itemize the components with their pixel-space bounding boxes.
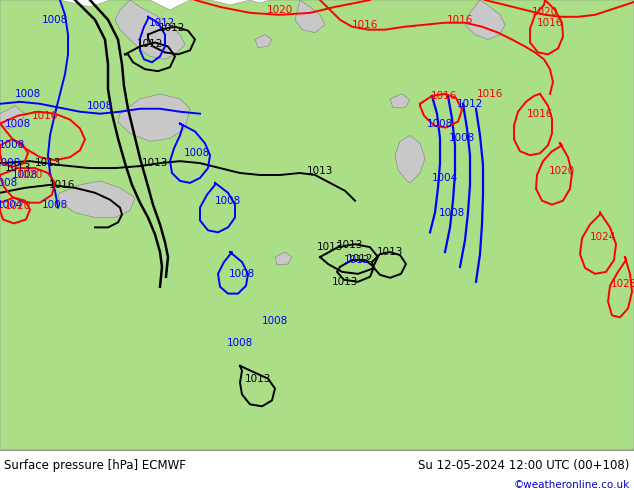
Text: 1013: 1013 [332,277,358,287]
Text: 1013: 1013 [317,242,343,252]
Text: 1020: 1020 [267,5,293,15]
Text: 1013: 1013 [142,158,168,168]
Polygon shape [390,94,410,108]
Polygon shape [395,135,425,183]
Text: 1016: 1016 [49,180,75,190]
Text: 1008: 1008 [0,178,18,188]
Text: 1008: 1008 [229,269,255,279]
Text: 1012: 1012 [344,255,370,265]
Text: 1016: 1016 [32,111,58,121]
Text: 1008: 1008 [5,119,31,128]
Text: 1008: 1008 [0,158,21,168]
Text: 1013: 1013 [35,158,61,168]
Text: 1020: 1020 [532,7,558,17]
Text: 1012: 1012 [137,40,163,49]
Text: 1012: 1012 [149,18,175,28]
Text: 1008: 1008 [439,208,465,218]
Text: 1008: 1008 [449,133,475,144]
Text: 1008: 1008 [262,317,288,326]
Text: 1012: 1012 [457,99,483,109]
Text: 1028: 1028 [611,279,634,289]
Text: 1008: 1008 [42,15,68,25]
Text: 1008: 1008 [15,89,41,99]
Text: 1016: 1016 [537,18,563,28]
Text: 1013: 1013 [5,163,31,173]
Polygon shape [295,0,325,33]
Text: 1020: 1020 [549,166,575,176]
Polygon shape [0,106,25,128]
Text: 1016: 1016 [447,15,473,25]
Text: 1012: 1012 [347,254,373,264]
Text: Surface pressure [hPa] ECMWF: Surface pressure [hPa] ECMWF [4,459,186,471]
Text: 1004: 1004 [0,199,23,210]
Text: 1008: 1008 [42,199,68,210]
Polygon shape [118,94,190,142]
Text: 1004: 1004 [432,173,458,183]
Polygon shape [275,252,292,265]
Text: 1008: 1008 [215,196,241,206]
Text: 1013: 1013 [245,374,271,384]
Polygon shape [58,181,135,218]
Text: 1024: 1024 [590,232,616,242]
Text: 1016: 1016 [527,109,553,119]
Text: 1008: 1008 [184,148,210,158]
Text: 1008: 1008 [227,338,253,348]
Text: 1013: 1013 [377,247,403,257]
Text: 1013: 1013 [307,166,333,176]
Text: 1016: 1016 [352,20,378,30]
Text: 1020: 1020 [5,200,31,211]
Text: ©weatheronline.co.uk: ©weatheronline.co.uk [514,480,630,490]
Text: 1013: 1013 [337,240,363,250]
Text: 1016: 1016 [431,91,457,101]
Polygon shape [465,0,505,40]
Text: 1016: 1016 [477,89,503,99]
Polygon shape [0,0,634,450]
Polygon shape [255,35,272,48]
Polygon shape [115,0,185,59]
Text: 1008: 1008 [87,101,113,111]
Text: 1008: 1008 [12,170,38,180]
Text: 1008: 1008 [427,119,453,128]
Text: 1012: 1012 [158,23,185,33]
Text: Su 12-05-2024 12:00 UTC (00+108): Su 12-05-2024 12:00 UTC (00+108) [418,459,630,471]
Text: 1008: 1008 [0,140,25,150]
Text: 1020: 1020 [17,170,43,180]
